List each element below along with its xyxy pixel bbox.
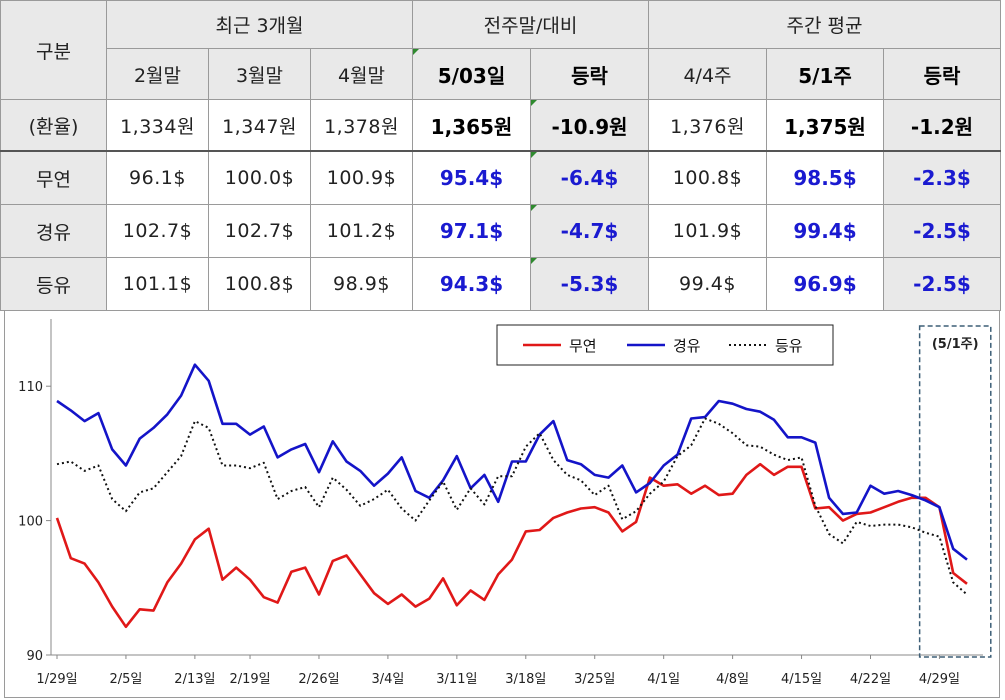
y-tick-label: 90 xyxy=(26,649,43,664)
cell: 100.9$ xyxy=(310,150,413,205)
series-line-경유 xyxy=(56,363,968,561)
cell: 100.0$ xyxy=(208,150,311,205)
header-change-2: 등락 xyxy=(883,48,1001,100)
table-row: 경유 102.7$ 102.7$ 101.2$ 97.1$ -4.7$ 101.… xyxy=(0,204,1001,258)
cell: -2.3$ xyxy=(883,150,1001,205)
header-apr-end: 4월말 xyxy=(310,48,413,100)
legend-label: 경유 xyxy=(673,337,701,355)
highlight-label: (5/1주) xyxy=(932,337,979,352)
row-label-kerosene: 등유 xyxy=(0,257,107,311)
x-tick-label: 4/22일 xyxy=(850,672,891,687)
x-tick-label: 2/26일 xyxy=(298,672,339,687)
cell: 101.2$ xyxy=(310,204,413,258)
row-label-exchange: (환율) xyxy=(0,99,107,152)
cell: 102.7$ xyxy=(106,204,209,258)
x-tick-label: 2/13일 xyxy=(174,672,215,687)
x-tick-label: 4/8일 xyxy=(716,672,749,687)
cell: -5.3$ xyxy=(530,257,649,311)
y-tick-label: 100 xyxy=(18,515,43,530)
legend-label: 등유 xyxy=(775,337,803,355)
table-row: 무연 96.1$ 100.0$ 100.9$ 95.4$ -6.4$ 100.8… xyxy=(0,150,1001,205)
row-label-gasoline: 무연 xyxy=(0,150,107,205)
series-line-등유 xyxy=(56,417,968,596)
cell: 101.9$ xyxy=(648,204,767,258)
cell: 100.8$ xyxy=(208,257,311,311)
cell: 96.9$ xyxy=(766,257,884,311)
header-may03: 5/03일 xyxy=(412,48,531,100)
cell: 98.5$ xyxy=(766,150,884,205)
x-tick-label: 4/15일 xyxy=(781,672,822,687)
cell: 1,347원 xyxy=(208,99,311,152)
cell: -2.5$ xyxy=(883,257,1001,311)
cell: 1,378원 xyxy=(310,99,413,152)
header-change-1: 등락 xyxy=(530,48,649,100)
cell: 1,375원 xyxy=(766,99,884,152)
legend-label: 무연 xyxy=(569,337,597,355)
header-mar-end: 3월말 xyxy=(208,48,311,100)
x-tick-label: 1/29일 xyxy=(36,672,77,687)
summary-table: 구분 최근 3개월 전주말/대비 주간 평균 2월말 3월말 4월말 5/03일… xyxy=(0,0,1001,311)
x-tick-label: 4/29일 xyxy=(919,672,960,687)
x-tick-label: 3/11일 xyxy=(436,672,477,687)
x-tick-label: 3/4일 xyxy=(371,672,404,687)
series-line-무연 xyxy=(55,462,968,629)
cell: -2.5$ xyxy=(883,204,1001,258)
cell: 98.9$ xyxy=(310,257,413,311)
header-week-5-1: 5/1주 xyxy=(766,48,884,100)
row-label-diesel: 경유 xyxy=(0,204,107,258)
cell: 1,365원 xyxy=(412,99,531,152)
header-weekly-average: 주간 평균 xyxy=(648,0,1001,49)
cell: 95.4$ xyxy=(412,150,531,205)
x-tick-label: 2/5일 xyxy=(109,672,142,687)
cell: 94.3$ xyxy=(412,257,531,311)
cell: -6.4$ xyxy=(530,150,649,205)
y-tick-label: 110 xyxy=(18,380,43,395)
cell: 100.8$ xyxy=(648,150,767,205)
table-row: (환율) 1,334원 1,347원 1,378원 1,365원 -10.9원 … xyxy=(0,99,1001,152)
cell: -1.2원 xyxy=(883,99,1001,152)
header-feb-end: 2월말 xyxy=(106,48,209,100)
cell: -4.7$ xyxy=(530,204,649,258)
cell: 1,376원 xyxy=(648,99,767,152)
header-week-4-4: 4/4주 xyxy=(648,48,767,100)
chart-svg: 90 100 110 1/29일 2/5일 2/13일 2/19일 2/26일 3/4일 3/11… xyxy=(18,319,992,687)
x-tick-label: 2/19일 xyxy=(229,672,270,687)
header-recent-3-months: 최근 3개월 xyxy=(106,0,413,49)
cell: 97.1$ xyxy=(412,204,531,258)
header-prev-week-compare: 전주말/대비 xyxy=(412,0,649,49)
cell: 1,334원 xyxy=(106,99,209,152)
cell: -10.9원 xyxy=(530,99,649,152)
highlight-box xyxy=(918,325,992,658)
cell: 101.1$ xyxy=(106,257,209,311)
x-tick-label: 3/25일 xyxy=(574,672,615,687)
table-row: 등유 101.1$ 100.8$ 98.9$ 94.3$ -5.3$ 99.4$… xyxy=(0,257,1001,311)
cell: 96.1$ xyxy=(106,150,209,205)
header-category: 구분 xyxy=(0,0,107,100)
price-chart: 90 100 110 1/29일 2/5일 2/13일 2/19일 2/26일 3/4일 3/11… xyxy=(4,310,1000,698)
cell: 99.4$ xyxy=(766,204,884,258)
x-tick-label: 3/18일 xyxy=(505,672,546,687)
cell: 102.7$ xyxy=(208,204,311,258)
cell: 99.4$ xyxy=(648,257,767,311)
x-tick-label: 4/1일 xyxy=(647,672,680,687)
